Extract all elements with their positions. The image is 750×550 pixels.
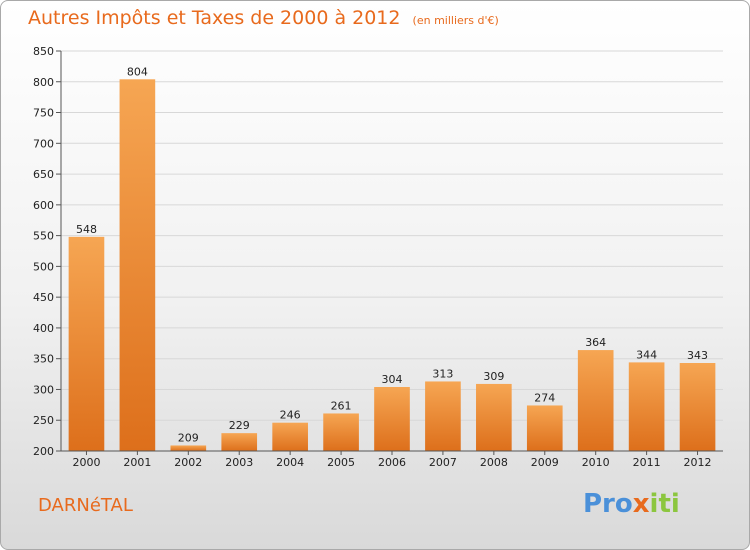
y-tick-label: 700 (33, 137, 54, 150)
y-tick-label: 200 (33, 445, 54, 458)
y-tick-label: 400 (33, 322, 54, 335)
axes: 200 250 300 350 400 450 500 550 600 650 700 750 800 8… (33, 45, 723, 469)
bar (526, 405, 563, 451)
logo-part-1: Pro (583, 489, 633, 519)
logo-part-2: x (632, 489, 650, 519)
bar (221, 433, 258, 451)
y-tick-label: 350 (33, 353, 54, 366)
y-tick-label: 850 (33, 45, 54, 58)
x-tick-label: 2009 (531, 456, 559, 469)
proxiti-logo[interactable]: Proxiti (583, 489, 680, 519)
bar (374, 387, 410, 451)
y-tick-label: 550 (33, 230, 54, 243)
bar (68, 236, 105, 451)
y-tick-label: 300 (33, 383, 54, 396)
chart-title-text: Autres Impôts et Taxes de 2000 à 2012 (28, 7, 401, 29)
bar (170, 445, 207, 451)
bar (272, 422, 308, 451)
bar-value-label: 209 (178, 431, 199, 444)
bar-value-label: 548 (76, 223, 97, 236)
bar (679, 363, 716, 451)
bar-value-label: 229 (229, 419, 250, 432)
bar (628, 362, 665, 451)
bars (68, 79, 716, 452)
bar-value-label: 304 (382, 373, 403, 386)
bar (577, 350, 614, 451)
x-tick-label: 2003 (225, 456, 253, 469)
labels: 548 804 209 229 246 261 304 313 309 274 364 344 343 (76, 65, 708, 444)
bar-value-label: 344 (636, 348, 657, 361)
chart-unit: (en milliers d'€) (412, 14, 499, 27)
bar-value-label: 313 (432, 367, 453, 380)
x-tick-label: 2001 (123, 456, 151, 469)
x-tick-label: 2012 (684, 456, 712, 469)
x-tick-label: 2008 (480, 456, 508, 469)
bar-value-label: 261 (331, 399, 352, 412)
bar-value-label: 246 (280, 409, 301, 422)
x-tick-label: 2011 (633, 456, 661, 469)
y-tick-label: 650 (33, 168, 54, 181)
x-tick-label: 2004 (276, 456, 304, 469)
y-tick-label: 600 (33, 199, 54, 212)
y-tick-label: 250 (33, 414, 54, 427)
x-tick-label: 2002 (174, 456, 202, 469)
chart-title: Autres Impôts et Taxes de 2000 à 2012 (e… (28, 7, 499, 29)
bar-value-label: 274 (534, 391, 555, 404)
x-tick-label: 2005 (327, 456, 355, 469)
y-tick-label: 450 (33, 291, 54, 304)
bar (323, 413, 359, 451)
bar-value-label: 309 (483, 370, 504, 383)
bar (476, 383, 512, 451)
y-tick-label: 750 (33, 107, 54, 120)
bar-value-label: 804 (127, 65, 148, 78)
y-tick-label: 500 (33, 260, 54, 273)
logo-part-3: iti (649, 489, 680, 519)
x-tick-label: 2000 (72, 456, 100, 469)
y-tick-label: 800 (33, 76, 54, 89)
bar (119, 79, 156, 452)
bar-value-label: 343 (687, 349, 708, 362)
x-tick-label: 2007 (429, 456, 457, 469)
city-name: DARNéTAL (38, 495, 133, 516)
x-tick-label: 2010 (582, 456, 610, 469)
x-tick-label: 2006 (378, 456, 406, 469)
bar (425, 381, 461, 451)
bar-value-label: 364 (585, 336, 606, 349)
